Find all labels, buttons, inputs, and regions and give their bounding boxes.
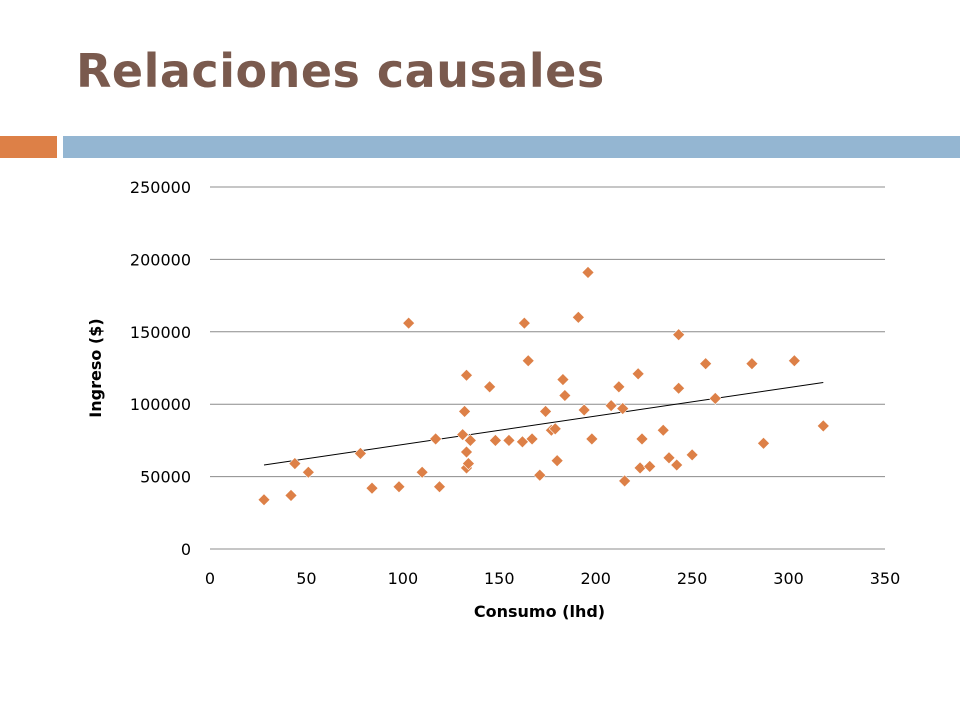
data-point — [635, 432, 649, 446]
data-point — [550, 454, 564, 468]
data-point — [631, 367, 645, 381]
data-point — [257, 493, 271, 507]
x-tick-label: 150 — [484, 569, 515, 588]
data-point — [533, 468, 547, 482]
data-point — [402, 316, 416, 330]
data-point — [558, 389, 572, 402]
data-point — [460, 368, 473, 382]
data-point — [284, 488, 298, 502]
data-point — [656, 423, 670, 437]
data-point — [757, 436, 770, 450]
data-point — [392, 480, 406, 494]
data-point — [699, 357, 713, 371]
data-point — [548, 422, 562, 436]
data-point — [463, 433, 477, 447]
x-axis-title: Consumo (lhd) — [474, 602, 605, 621]
data-point — [489, 433, 502, 447]
y-tick-label: 250000 — [130, 178, 191, 197]
data-point — [415, 465, 429, 479]
x-tick-label: 200 — [580, 569, 611, 588]
data-point — [787, 354, 801, 368]
data-point — [571, 310, 585, 324]
data-point — [685, 448, 699, 462]
data-point — [816, 419, 830, 433]
accent-bar — [0, 136, 57, 158]
data-point — [662, 451, 676, 465]
data-point — [429, 432, 443, 446]
data-point — [633, 461, 647, 475]
data-point — [556, 373, 570, 387]
data-point — [525, 432, 539, 446]
data-point — [612, 380, 626, 394]
data-point — [616, 402, 630, 415]
slide-title: Relaciones causales — [76, 44, 605, 98]
x-tick-label: 0 — [205, 569, 215, 588]
data-point — [502, 433, 516, 447]
y-tick-label: 200000 — [130, 250, 191, 269]
y-tick-label: 150000 — [130, 323, 191, 342]
data-point — [483, 380, 497, 394]
data-point — [301, 465, 315, 479]
x-tick-label: 50 — [296, 569, 316, 588]
data-point — [585, 432, 599, 446]
data-point — [708, 391, 722, 405]
data-point — [670, 458, 684, 472]
y-tick-label: 0 — [181, 540, 191, 559]
grid-lines — [210, 186, 885, 478]
x-tick-label: 300 — [773, 569, 804, 588]
data-point — [456, 428, 470, 442]
data-point — [604, 399, 618, 413]
data-point — [643, 460, 657, 473]
x-tick-label: 100 — [388, 569, 419, 588]
data-point — [517, 316, 531, 330]
data-points — [257, 266, 830, 507]
data-point — [288, 457, 302, 470]
data-point — [539, 405, 552, 418]
data-point — [672, 328, 686, 342]
data-point — [745, 357, 759, 371]
data-point — [577, 403, 591, 417]
data-point — [365, 481, 379, 495]
data-point — [581, 266, 595, 279]
y-tick-labels: 0 50000 100000 150000 200000 250000 — [130, 178, 191, 559]
x-tick-labels: 0 50 100 150 200 250 300 350 — [205, 569, 900, 588]
data-point — [433, 480, 446, 494]
x-tick-label: 250 — [677, 569, 708, 588]
trendline — [263, 381, 824, 466]
data-point — [354, 447, 367, 460]
data-point — [672, 381, 686, 395]
data-point — [462, 457, 475, 470]
x-tick-label: 350 — [870, 569, 901, 588]
data-point — [516, 435, 529, 449]
y-axis-title: Ingreso ($) — [86, 318, 105, 417]
y-tick-label: 50000 — [140, 468, 191, 487]
data-point — [458, 405, 471, 418]
y-tick-label: 100000 — [130, 395, 191, 414]
data-point — [521, 354, 535, 368]
data-point — [460, 445, 473, 459]
header-bar — [63, 136, 960, 158]
data-point — [618, 474, 632, 488]
